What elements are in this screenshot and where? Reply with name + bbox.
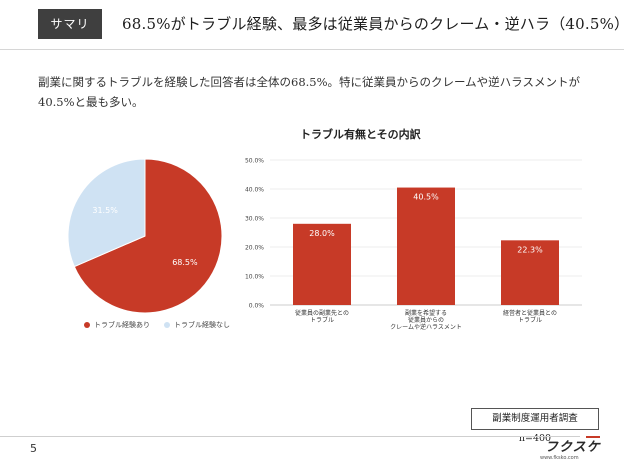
summary-tag: サマリ	[38, 9, 102, 39]
legend-swatch-none	[164, 322, 170, 328]
bar	[501, 240, 559, 305]
legend-label: トラブル経験あり	[94, 321, 150, 329]
header-divider	[0, 49, 624, 50]
logo-accent-mark	[586, 436, 600, 438]
bar-data-label: 40.5%	[413, 193, 439, 202]
bar-chart-title: トラブル有無とその内訳	[300, 128, 421, 141]
pie-slice	[73, 158, 223, 314]
pie-slice	[67, 158, 146, 268]
x-tick-label: トラブル	[310, 316, 334, 324]
legend-label: トラブル経験なし	[174, 321, 230, 329]
pie-data-label: 31.5%	[92, 206, 118, 215]
summary-text: 副業に関するトラブルを経験した回答者は全体の68.5%。特に従業員からのクレーム…	[38, 75, 580, 109]
y-tick-label: 20.0%	[245, 245, 264, 252]
x-tick-label: トラブル	[518, 316, 542, 324]
x-tick-label: クレームや逆ハラスメント	[390, 323, 462, 331]
bar-data-label: 22.3%	[517, 245, 543, 254]
bar	[397, 187, 455, 305]
y-tick-label: 50.0%	[245, 158, 264, 165]
page-title: 68.5%がトラブル経験、最多は従業員からのクレーム・逆ハラ（40.5%）	[122, 15, 624, 33]
header: サマリ 68.5%がトラブル経験、最多は従業員からのクレーム・逆ハラ（40.5%…	[0, 0, 624, 52]
bar-data-label: 28.0%	[309, 229, 335, 238]
bar	[293, 223, 351, 305]
x-tick-label: 経営者と従業員との	[503, 309, 557, 317]
brand-url: www.fksko.com	[540, 455, 579, 461]
x-tick-label: 従業員の副業先との	[295, 309, 349, 317]
page-number: 5	[30, 442, 37, 455]
brand-logo: フクスケ	[545, 440, 601, 455]
survey-note: 副業制度運用者調査 n=400	[471, 408, 599, 444]
legend-item: トラブル経験なし	[164, 320, 230, 330]
y-tick-label: 0.0%	[249, 303, 265, 310]
pie-legend: トラブル経験あり トラブル経験なし	[84, 320, 230, 330]
y-tick-label: 30.0%	[245, 216, 264, 223]
pie-data-label: 68.5%	[172, 258, 198, 267]
legend-item: トラブル経験あり	[84, 320, 150, 330]
x-tick-label: 副業を希望する	[405, 309, 447, 317]
footer-divider	[0, 436, 580, 437]
x-tick-label: 従業員からの	[408, 316, 444, 324]
y-tick-label: 10.0%	[245, 274, 264, 281]
y-tick-label: 40.0%	[245, 187, 264, 194]
legend-swatch-experienced	[84, 322, 90, 328]
